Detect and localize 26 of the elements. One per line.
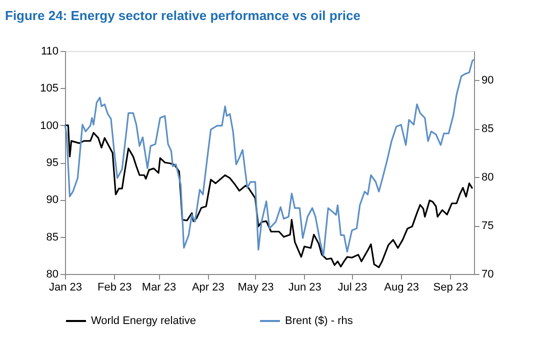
x-tick-label: Sep 23	[433, 282, 468, 294]
x-tick-label: May 23	[238, 282, 274, 294]
chart-title: Figure 24: Energy sector relative performance vs oil price	[5, 8, 360, 23]
x-tick-label: Jun 23	[288, 282, 322, 294]
y2-tick-label: 90	[482, 74, 494, 87]
x-tick-label: Apr 23	[192, 282, 224, 294]
x-tick-label: Mar 23	[142, 282, 176, 294]
line-series	[64, 58, 475, 256]
x-tick-label: Jul 23	[338, 282, 368, 294]
y-tick-label: 95	[46, 157, 58, 169]
y-tick-label: 80	[46, 268, 58, 280]
line-series	[64, 124, 474, 268]
y-tick-label: 100	[40, 120, 58, 132]
y2-tick-label: 80	[482, 172, 494, 184]
y-tick-label: 85	[46, 231, 58, 244]
y2-tick-label: 85	[482, 123, 494, 136]
y2-tick-label: 75	[482, 220, 494, 232]
legend-label: World Energy relative	[91, 315, 196, 327]
legend-label: Brent ($) - rhs	[285, 315, 354, 327]
x-tick-label: Jan 23	[48, 282, 82, 294]
y-tick-label: 110	[40, 46, 58, 58]
y2-tick-label: 70	[482, 268, 494, 280]
x-tick-label: Aug 23	[384, 282, 420, 294]
y-tick-label: 105	[40, 82, 58, 95]
x-tick-label: Feb 23	[98, 282, 132, 294]
y-tick-label: 90	[46, 194, 58, 206]
